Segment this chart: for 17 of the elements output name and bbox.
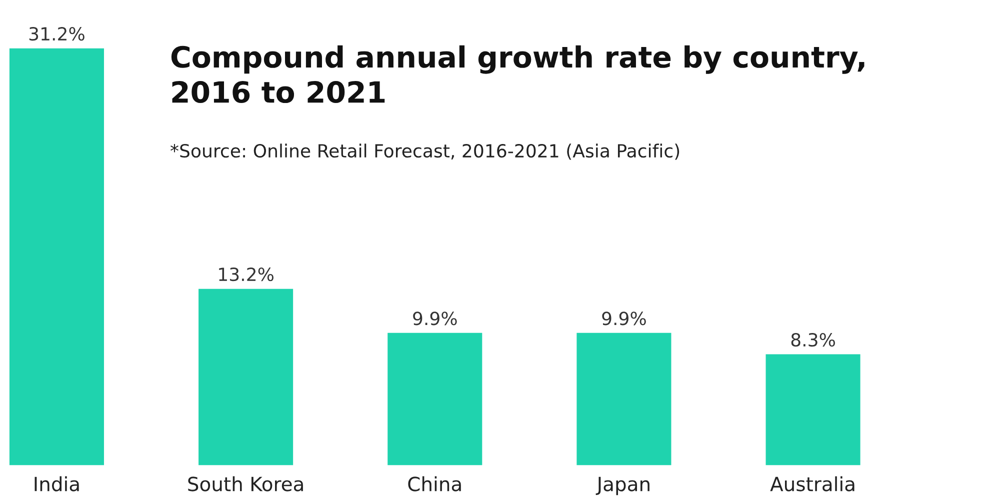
x-tick-label: China bbox=[408, 476, 461, 492]
x-tick-label: Australia bbox=[770, 476, 854, 492]
data-label: 9.9% bbox=[413, 312, 457, 326]
data-label: 9.9% bbox=[602, 312, 646, 326]
data-label: 13.2% bbox=[219, 268, 274, 282]
chart-title: Compound annual growth rate by country, 2016 to 2021 bbox=[171, 45, 864, 104]
bar bbox=[576, 332, 672, 466]
data-label: 31.2% bbox=[29, 27, 84, 41]
bar bbox=[388, 332, 482, 466]
bar bbox=[9, 48, 104, 466]
x-tick-label: India bbox=[34, 476, 79, 492]
bar bbox=[766, 354, 860, 466]
annotation: *Source: Online Retail Forecast, 2016-2021 (Asia Pacific) bbox=[170, 144, 680, 160]
x-tick-label: South Korea bbox=[188, 476, 303, 492]
data-label: 8.3% bbox=[791, 332, 835, 347]
x-tick-label: Japan bbox=[596, 476, 650, 496]
bar bbox=[198, 288, 294, 466]
